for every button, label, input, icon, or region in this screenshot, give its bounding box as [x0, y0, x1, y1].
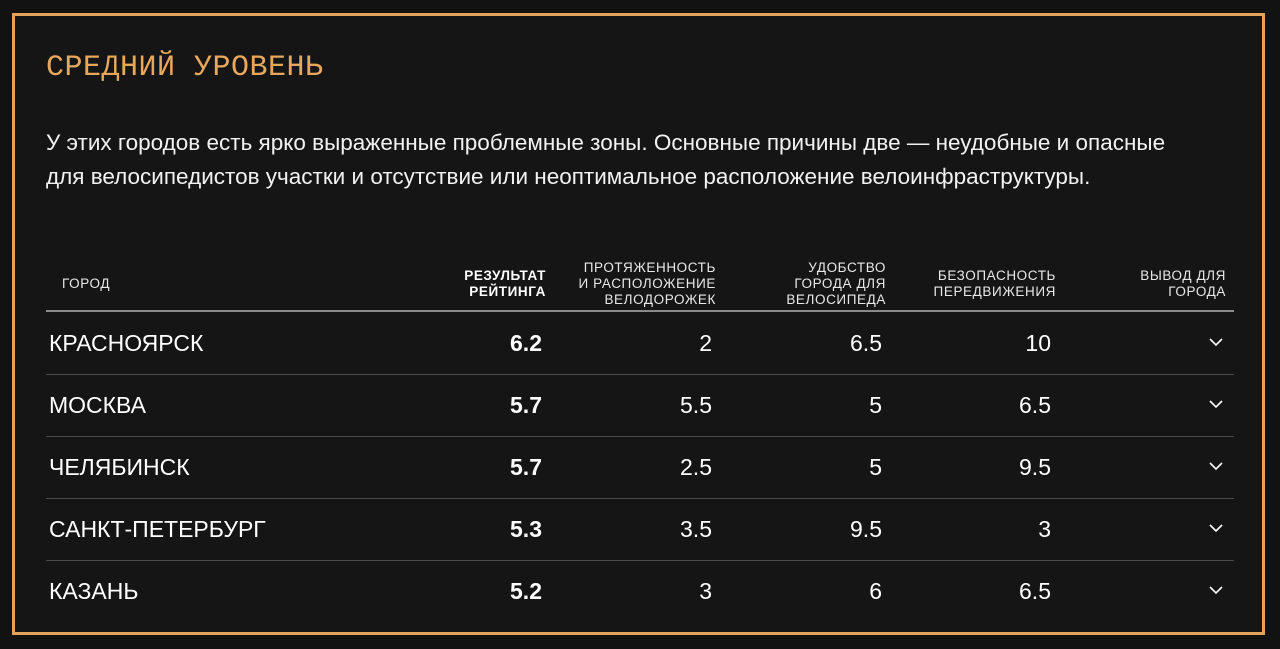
chevron-down-icon[interactable]	[1208, 458, 1224, 474]
comfort-score: 6	[869, 578, 882, 604]
table-row[interactable]: ЧЕЛЯБИНСК 5.7 2.5 5 9.5	[46, 436, 1234, 499]
comfort-score: 5	[869, 392, 882, 418]
safety-score: 6.5	[1019, 578, 1051, 604]
city-name: ЧЕЛЯБИНСК	[49, 454, 190, 480]
chevron-down-icon[interactable]	[1208, 520, 1224, 536]
city-name: КАЗАНЬ	[49, 578, 139, 604]
safety-score: 6.5	[1019, 392, 1051, 418]
section-intro: У этих городов есть ярко выраженные проб…	[46, 130, 1166, 189]
rating-card: СРЕДНИЙ УРОВЕНЬ У этих городов есть ярко…	[12, 13, 1265, 635]
table-row[interactable]: САНКТ-ПЕТЕРБУРГ 5.3 3.5 9.5 3	[46, 498, 1234, 561]
header-city: ГОРОД	[62, 276, 111, 291]
comfort-score: 9.5	[850, 516, 882, 542]
table-header: ГОРОД РЕЗУЛЬТАТ РЕЙТИНГА ПРОТЯЖЕННОСТЬ И…	[46, 248, 1234, 312]
lanes-score: 3.5	[680, 516, 712, 542]
city-name: КРАСНОЯРСК	[49, 330, 204, 356]
lanes-score: 5.5	[680, 392, 712, 418]
comfort-score: 5	[869, 454, 882, 480]
lanes-score: 2	[699, 330, 712, 356]
safety-score: 9.5	[1019, 454, 1051, 480]
header-conclusion: ВЫВОД ДЛЯ ГОРОДА	[1140, 268, 1226, 299]
rating-score: 5.2	[510, 578, 542, 604]
header-lanes: ПРОТЯЖЕННОСТЬ И РАСПОЛОЖЕНИЕ ВЕЛОДОРОЖЕК	[578, 260, 716, 307]
table-row[interactable]: КАЗАНЬ 5.2 3 6 6.5	[46, 560, 1234, 622]
chevron-down-icon[interactable]	[1208, 582, 1224, 598]
rating-score: 5.7	[510, 454, 542, 480]
header-score: РЕЗУЛЬТАТ РЕЙТИНГА	[464, 268, 546, 299]
safety-score: 10	[1025, 330, 1051, 356]
lanes-score: 3	[699, 578, 712, 604]
header-comfort: УДОБСТВО ГОРОДА ДЛЯ ВЕЛОСИПЕДА	[786, 260, 886, 307]
safety-score: 3	[1038, 516, 1051, 542]
chevron-down-icon[interactable]	[1208, 334, 1224, 350]
rating-score: 5.3	[510, 516, 542, 542]
table-row[interactable]: МОСКВА 5.7 5.5 5 6.5	[46, 374, 1234, 437]
lanes-score: 2.5	[680, 454, 712, 480]
city-name: САНКТ-ПЕТЕРБУРГ	[49, 516, 266, 542]
chevron-down-icon[interactable]	[1208, 396, 1224, 412]
comfort-score: 6.5	[850, 330, 882, 356]
header-safety: БЕЗОПАСНОСТЬ ПЕРЕДВИЖЕНИЯ	[933, 268, 1056, 299]
rating-score: 6.2	[510, 330, 542, 356]
city-name: МОСКВА	[49, 392, 146, 418]
table-row[interactable]: КРАСНОЯРСК 6.2 2 6.5 10	[46, 312, 1234, 375]
rating-score: 5.7	[510, 392, 542, 418]
section-title: СРЕДНИЙ УРОВЕНЬ	[46, 51, 324, 85]
